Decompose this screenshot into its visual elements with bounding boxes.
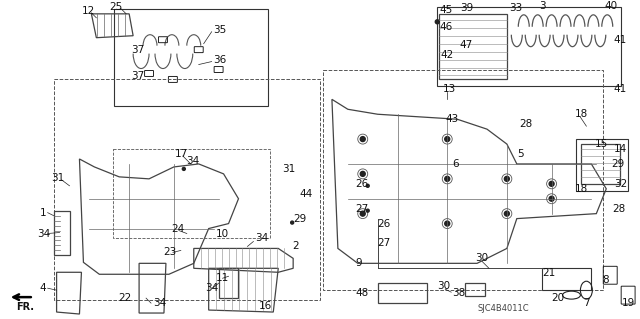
Text: 41: 41 bbox=[613, 35, 627, 45]
Text: 11: 11 bbox=[216, 273, 229, 283]
Bar bbox=[54, 79, 320, 300]
Text: 18: 18 bbox=[575, 109, 588, 119]
Text: 12: 12 bbox=[81, 6, 95, 16]
Text: 43: 43 bbox=[445, 114, 458, 124]
Text: FR.: FR. bbox=[16, 302, 34, 312]
Bar bbox=[437, 7, 621, 86]
Text: 7: 7 bbox=[584, 298, 590, 308]
Text: 21: 21 bbox=[543, 268, 556, 278]
Text: 31: 31 bbox=[52, 173, 65, 183]
Text: 39: 39 bbox=[460, 3, 474, 13]
Text: 34: 34 bbox=[255, 234, 269, 243]
Text: 46: 46 bbox=[439, 22, 452, 32]
Bar bbox=[113, 149, 270, 239]
Text: 9: 9 bbox=[356, 258, 362, 268]
Text: 30: 30 bbox=[475, 253, 488, 263]
Text: 8: 8 bbox=[602, 275, 609, 285]
Text: 10: 10 bbox=[216, 228, 228, 239]
Text: 27: 27 bbox=[355, 204, 368, 214]
Text: 18: 18 bbox=[575, 184, 588, 194]
Text: 33: 33 bbox=[509, 3, 522, 13]
Text: 44: 44 bbox=[299, 189, 312, 199]
Text: 38: 38 bbox=[452, 288, 465, 298]
Text: 26: 26 bbox=[355, 179, 368, 189]
Text: 29: 29 bbox=[293, 214, 307, 224]
Text: 31: 31 bbox=[282, 164, 296, 174]
Text: 28: 28 bbox=[519, 119, 532, 129]
Text: 25: 25 bbox=[109, 2, 122, 12]
Text: 32: 32 bbox=[614, 179, 627, 189]
Text: 47: 47 bbox=[459, 40, 472, 50]
Text: 16: 16 bbox=[259, 301, 271, 311]
Text: 41: 41 bbox=[613, 85, 627, 94]
Text: 23: 23 bbox=[163, 248, 176, 257]
Text: 42: 42 bbox=[440, 49, 454, 60]
Text: 30: 30 bbox=[437, 281, 451, 291]
Circle shape bbox=[504, 176, 509, 181]
Circle shape bbox=[445, 176, 450, 181]
Text: 6: 6 bbox=[452, 159, 459, 169]
Text: 48: 48 bbox=[356, 288, 369, 298]
Circle shape bbox=[549, 196, 554, 201]
Text: 26: 26 bbox=[378, 219, 391, 229]
Text: 34: 34 bbox=[36, 228, 50, 239]
Circle shape bbox=[366, 209, 369, 212]
Text: 17: 17 bbox=[175, 149, 188, 159]
Text: 40: 40 bbox=[604, 1, 618, 11]
Circle shape bbox=[291, 221, 294, 224]
Circle shape bbox=[360, 171, 365, 176]
Circle shape bbox=[366, 184, 369, 187]
Circle shape bbox=[360, 137, 365, 142]
Bar bbox=[115, 9, 268, 106]
Text: 29: 29 bbox=[611, 159, 625, 169]
Text: 28: 28 bbox=[612, 204, 625, 214]
Circle shape bbox=[445, 221, 450, 226]
Text: 20: 20 bbox=[552, 293, 564, 303]
Text: 13: 13 bbox=[444, 85, 456, 94]
Text: 1: 1 bbox=[40, 208, 46, 218]
Text: SJC4B4011C: SJC4B4011C bbox=[477, 304, 529, 313]
Text: 34: 34 bbox=[153, 298, 166, 308]
Text: 24: 24 bbox=[171, 224, 184, 234]
Bar bbox=[323, 70, 604, 290]
Text: 5: 5 bbox=[517, 149, 524, 159]
Circle shape bbox=[360, 211, 365, 216]
Text: 36: 36 bbox=[214, 55, 227, 64]
Text: 14: 14 bbox=[614, 144, 627, 154]
Text: 37: 37 bbox=[131, 45, 145, 55]
Text: 2: 2 bbox=[292, 241, 299, 251]
Circle shape bbox=[445, 137, 450, 142]
Text: 45: 45 bbox=[439, 5, 452, 15]
Text: 4: 4 bbox=[40, 283, 46, 293]
Bar bbox=[541, 268, 591, 290]
Circle shape bbox=[549, 181, 554, 186]
Text: 34: 34 bbox=[186, 156, 199, 166]
Text: 22: 22 bbox=[118, 293, 131, 303]
Text: 34: 34 bbox=[205, 283, 218, 293]
Text: 35: 35 bbox=[214, 25, 227, 35]
Bar bbox=[577, 139, 628, 191]
Text: 27: 27 bbox=[378, 239, 391, 249]
Text: 15: 15 bbox=[595, 139, 607, 149]
Text: 19: 19 bbox=[622, 298, 636, 308]
Text: 3: 3 bbox=[539, 1, 545, 11]
Circle shape bbox=[435, 20, 439, 24]
Text: 37: 37 bbox=[131, 71, 145, 81]
Circle shape bbox=[182, 167, 186, 170]
Circle shape bbox=[504, 211, 509, 216]
